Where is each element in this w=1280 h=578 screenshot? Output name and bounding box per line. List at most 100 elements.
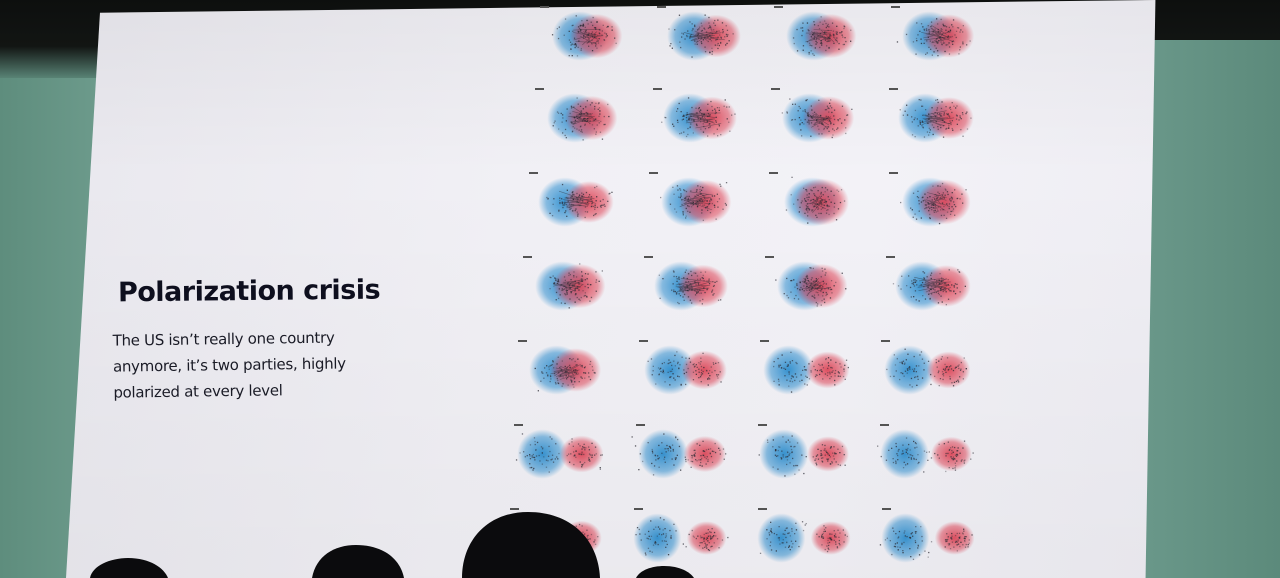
network-nodes xyxy=(647,351,722,386)
cross-party-edges xyxy=(558,190,597,207)
panel-year-label xyxy=(639,340,648,342)
panel-year-label xyxy=(889,172,898,174)
republican-cluster xyxy=(924,97,974,139)
network-panel-r4-c4 xyxy=(886,256,971,311)
panel-year-label xyxy=(514,424,523,426)
network-nodes xyxy=(660,182,728,221)
panel-year-label xyxy=(765,256,774,258)
democrat-cluster xyxy=(644,345,696,395)
cross-party-edges xyxy=(683,30,725,44)
panel-year-label xyxy=(636,424,645,426)
network-panel-r3-c3 xyxy=(769,172,850,227)
cross-party-edges xyxy=(573,28,604,46)
network-nodes xyxy=(879,526,973,560)
panel-year-label xyxy=(523,256,532,258)
network-panel-r4-c3 xyxy=(765,256,848,311)
cross-party-edges xyxy=(801,277,828,296)
network-panel-r7-c2 xyxy=(633,508,729,563)
cross-party-edges xyxy=(924,192,947,211)
democrat-cluster xyxy=(884,345,935,395)
network-panel-r2-c3 xyxy=(771,88,855,143)
network-panel-r2-c1 xyxy=(535,88,618,143)
panel-year-label xyxy=(760,340,769,342)
panel-year-label xyxy=(769,172,778,174)
democrat-cluster xyxy=(757,513,806,563)
network-nodes xyxy=(631,433,727,476)
network-panel-r7-c4 xyxy=(879,508,975,563)
network-panel-r1-c2 xyxy=(657,6,741,61)
network-nodes xyxy=(877,437,974,473)
panel-year-label xyxy=(644,256,653,258)
cross-party-edges xyxy=(675,278,712,294)
network-panel-r6-c3 xyxy=(758,424,849,479)
network-panel-r4-c2 xyxy=(644,256,728,311)
network-nodes xyxy=(781,98,853,139)
network-panel-r6-c2 xyxy=(631,424,727,479)
network-panel-r1-c1 xyxy=(540,6,623,61)
democrat-cluster xyxy=(881,513,930,563)
network-nodes xyxy=(792,16,852,56)
network-panel-r6-c4 xyxy=(877,424,974,479)
projection-screen xyxy=(66,0,1156,578)
panel-year-label xyxy=(758,508,767,510)
network-panel-r5-c3 xyxy=(760,340,850,395)
network-panel-r2-c2 xyxy=(653,88,737,143)
panel-year-label xyxy=(634,508,643,510)
network-nodes xyxy=(759,521,848,554)
network-panel-r6-c1 xyxy=(514,424,604,479)
republican-cluster xyxy=(931,436,972,472)
network-nodes xyxy=(635,517,729,556)
network-panel-r1-c4 xyxy=(891,6,975,61)
network-panel-r5-c1 xyxy=(518,340,602,395)
republican-cluster xyxy=(690,14,741,58)
panel-year-label xyxy=(653,88,662,90)
panel-year-label xyxy=(882,508,891,510)
cross-party-edges xyxy=(920,110,955,127)
cross-party-edges xyxy=(685,110,722,129)
network-panel-r1-c3 xyxy=(774,6,857,61)
audience-head-3 xyxy=(462,512,600,578)
panel-year-label xyxy=(774,6,783,8)
network-nodes xyxy=(773,351,849,393)
republican-cluster xyxy=(564,181,614,223)
panel-year-label xyxy=(891,6,900,8)
network-panel-r5-c4 xyxy=(881,340,971,395)
republican-cluster xyxy=(921,265,971,307)
cross-party-edges xyxy=(568,107,600,125)
democrat-cluster xyxy=(880,429,929,479)
right-wall-panel xyxy=(1140,40,1280,578)
network-nodes xyxy=(758,435,846,477)
audience-head-4 xyxy=(636,566,694,578)
network-panel-r3-c4 xyxy=(889,172,971,227)
cross-party-edges xyxy=(805,29,835,43)
democrat-cluster xyxy=(633,513,682,563)
cross-party-edges xyxy=(807,195,828,213)
panel-year-label xyxy=(535,88,544,90)
network-panel-r3-c2 xyxy=(649,172,732,227)
cross-party-edges xyxy=(550,364,581,380)
cross-party-edges xyxy=(553,279,584,293)
panel-year-label xyxy=(758,424,767,426)
democrat-cluster xyxy=(759,429,809,479)
panel-year-label xyxy=(657,6,666,8)
panel-year-label xyxy=(881,340,890,342)
democrat-cluster xyxy=(638,429,688,479)
panel-year-label xyxy=(889,88,898,90)
republican-cluster xyxy=(679,179,732,225)
cross-party-edges xyxy=(805,112,832,128)
cross-party-edges xyxy=(921,24,955,44)
network-nodes xyxy=(534,356,596,392)
democrat-cluster xyxy=(517,429,568,479)
network-nodes xyxy=(775,267,847,307)
network-panel-r5-c2 xyxy=(639,340,727,395)
panel-year-label xyxy=(886,256,895,258)
network-nodes xyxy=(515,433,603,473)
audience-head-2 xyxy=(312,545,404,578)
panel-year-label xyxy=(540,6,549,8)
panel-year-label xyxy=(771,88,780,90)
republican-cluster xyxy=(917,179,971,225)
network-panel-r7-c3 xyxy=(757,508,851,563)
panel-year-label xyxy=(649,172,658,174)
cross-party-edges xyxy=(914,276,951,294)
